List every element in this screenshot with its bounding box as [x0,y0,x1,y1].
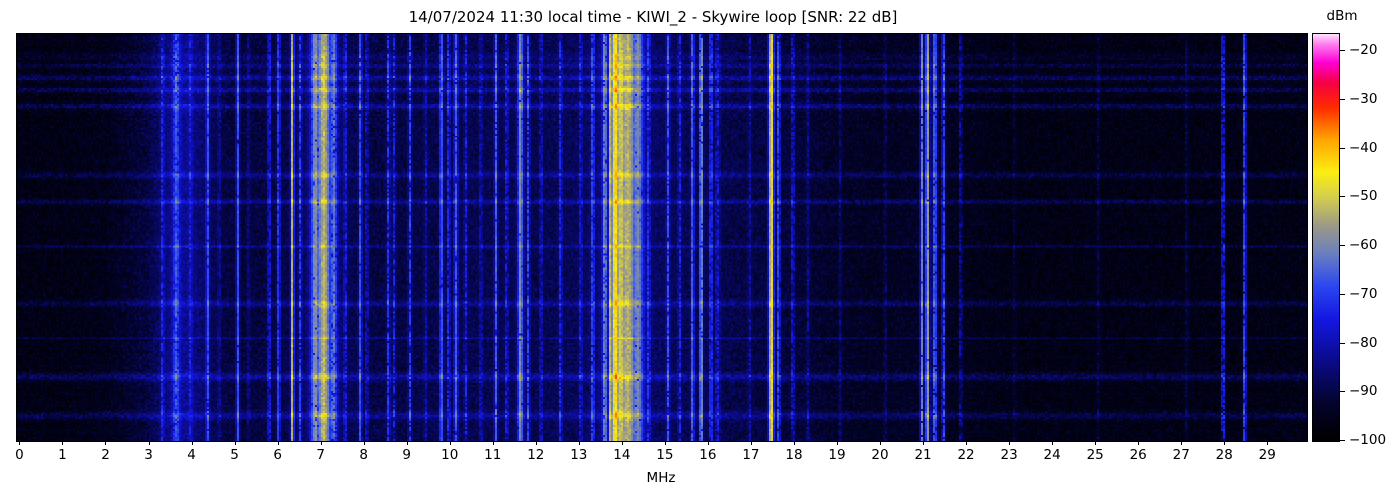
colorbar-tick-label: −80 [1349,334,1378,351]
x-tick-mark [19,441,21,445]
colorbar[interactable] [1312,33,1340,442]
x-tick-label: 29 [1258,447,1276,463]
x-tick-label: 19 [828,447,846,463]
x-tick-mark [406,441,408,445]
x-tick-mark [1095,441,1097,445]
x-tick-mark [966,441,968,445]
x-tick-mark [1009,441,1011,445]
x-tick-label: 16 [699,447,717,463]
x-tick-mark [880,441,882,445]
x-tick-label: 28 [1215,447,1233,463]
x-tick-mark [707,441,709,445]
x-tick-label: 20 [871,447,889,463]
x-tick-mark [105,441,107,445]
colorbar-tick-mark [1340,98,1345,100]
x-tick-label: 3 [144,447,153,463]
x-tick-mark [62,441,64,445]
x-axis: 0 1 2 3 4 5 6 7 8 9 10 11 12 13 14 15 16 17 18 19 20 21 22 23 24… [15,441,1306,481]
colorbar-tick-label: −90 [1349,383,1378,400]
x-tick-label: 2 [101,447,110,463]
x-tick-label: 21 [914,447,932,463]
x-tick-label: 25 [1086,447,1104,463]
colorbar-tick-mark [1340,391,1345,393]
x-tick-label: 6 [273,447,282,463]
colorbar-tick-label: −30 [1349,90,1378,107]
x-tick-mark [1224,441,1226,445]
x-tick-label: 4 [187,447,196,463]
colorbar-tick-label: −40 [1349,139,1378,156]
x-tick-label: 26 [1129,447,1147,463]
colorbar-tick-mark [1340,196,1345,198]
x-tick-label: 17 [742,447,760,463]
colorbar-tick-label: −50 [1349,188,1378,205]
x-tick-mark [578,441,580,445]
x-tick-mark [1138,441,1140,445]
x-tick-mark [234,441,236,445]
colorbar-tick-mark [1340,440,1345,441]
x-tick-label: 10 [441,447,459,463]
x-axis-label: MHz [646,470,676,486]
x-tick-label: 15 [656,447,674,463]
x-tick-label: 8 [359,447,368,463]
colorbar-tick-mark [1340,147,1345,149]
x-tick-label: 9 [402,447,411,463]
x-tick-label: 22 [957,447,975,463]
x-tick-mark [449,441,451,445]
colorbar-tick-label: −70 [1349,285,1378,302]
page-title: 14/07/2024 11:30 local time - KIWI_2 - S… [408,8,898,26]
x-tick-mark [664,441,666,445]
x-tick-mark [793,441,795,445]
x-tick-mark [1181,441,1183,445]
x-tick-label: 1 [58,447,67,463]
x-tick-mark [363,441,365,445]
x-tick-mark [148,441,150,445]
colorbar-label: dBm [1326,8,1358,24]
x-tick-label: 18 [785,447,803,463]
x-tick-mark [191,441,193,445]
spectrogram-image [17,34,1307,441]
waterfall-plot-area[interactable] [16,33,1308,442]
colorbar-tick-mark [1340,245,1345,247]
colorbar-tick-label: −100 [1349,432,1387,448]
x-tick-label: 24 [1043,447,1061,463]
x-tick-mark [836,441,838,445]
x-tick-label: 23 [1000,447,1018,463]
x-tick-label: 0 [15,447,24,463]
x-tick-mark [535,441,537,445]
x-tick-mark [1052,441,1054,445]
x-tick-label: 13 [570,447,588,463]
x-tick-mark [621,441,623,445]
x-tick-mark [277,441,279,445]
colorbar-gradient [1313,34,1339,441]
x-tick-mark [492,441,494,445]
colorbar-tick-label: −20 [1349,42,1378,59]
x-tick-mark [1267,441,1269,445]
x-tick-label: 7 [316,447,325,463]
colorbar-tick-mark [1340,342,1345,344]
x-tick-label: 14 [613,447,631,463]
colorbar-tick-mark [1340,293,1345,295]
x-tick-label: 5 [230,447,239,463]
x-tick-label: 12 [527,447,545,463]
colorbar-tick-label: −60 [1349,237,1378,254]
x-tick-label: 11 [484,447,502,463]
x-tick-mark [750,441,752,445]
x-tick-mark [320,441,322,445]
x-tick-label: 27 [1172,447,1190,463]
colorbar-tick-mark [1340,50,1345,52]
x-tick-mark [923,441,925,445]
